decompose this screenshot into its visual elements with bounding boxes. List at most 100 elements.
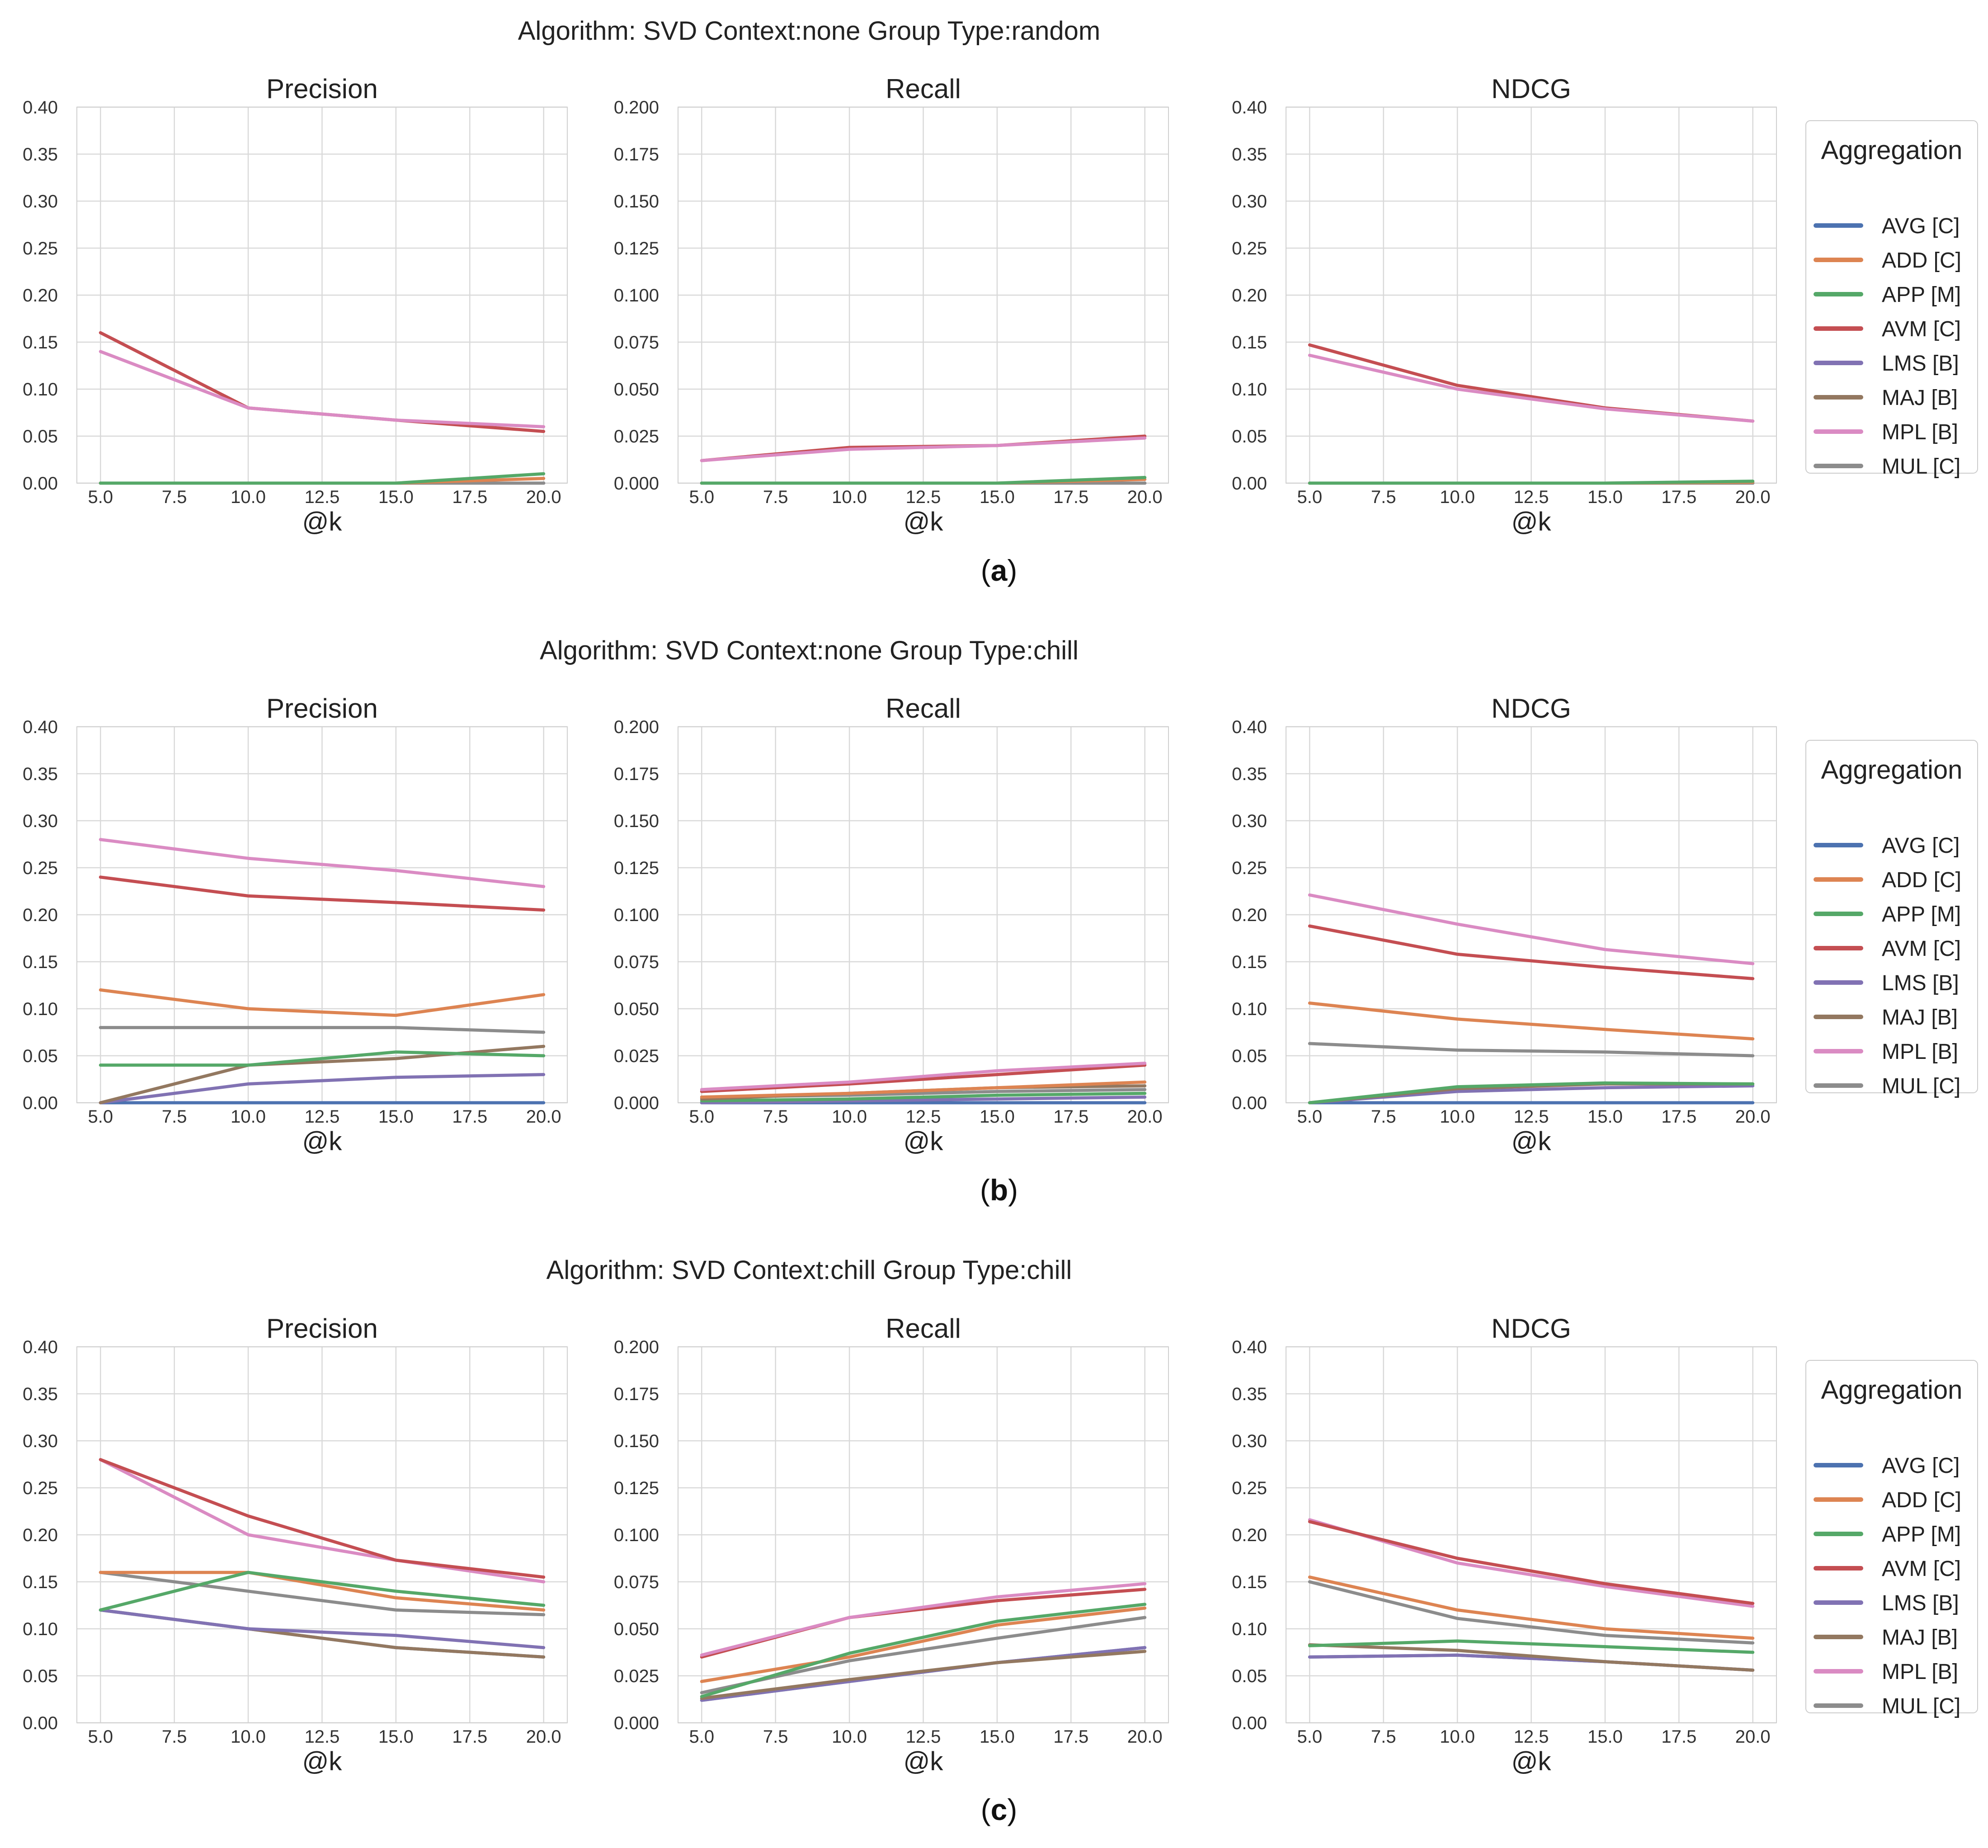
series-line-mpl-b <box>1308 353 1755 423</box>
x-tick-label: 12.5 <box>1514 1107 1549 1127</box>
x-axis-label: @k <box>904 1127 944 1156</box>
y-tick-label: 0.35 <box>23 764 58 784</box>
x-axis-label: @k <box>904 507 944 536</box>
y-tick-label: 0.05 <box>23 1046 58 1066</box>
y-tick-label: 0.125 <box>614 858 659 878</box>
subplot-title: NDCG <box>1491 693 1571 724</box>
series-line-add-c <box>1308 1575 1755 1640</box>
series-line-mul-c <box>1308 1580 1755 1645</box>
series-line-app-m <box>700 1603 1147 1698</box>
x-tick-label: 15.0 <box>1588 487 1623 507</box>
x-tick-label: 7.5 <box>763 1107 788 1127</box>
y-tick-label: 0.30 <box>1232 192 1267 212</box>
x-tick-label: 12.5 <box>1514 1727 1549 1747</box>
series-line-mul-c <box>99 1571 546 1617</box>
x-tick-label: 17.5 <box>1053 1727 1088 1747</box>
x-tick-label: 7.5 <box>162 1107 187 1127</box>
legend: Aggregation AVG [C] ADD [C] APP [M] AVM [C] L… <box>1805 120 1978 479</box>
legend-label: LMS [B] <box>1882 1591 1959 1615</box>
subplot-ndcg-row1: 5.0 7.5 10.0 12.5 15.0 17.5 20.0 0.00 0.05 0.10 0.… <box>1232 74 1777 536</box>
x-tick-label: 10.0 <box>231 1727 266 1747</box>
legend-label: MPL [B] <box>1882 420 1958 444</box>
x-tick-label: 17.5 <box>1053 1107 1088 1127</box>
x-tick-label: 7.5 <box>1371 487 1396 507</box>
y-tick-label: 0.00 <box>1232 1093 1267 1113</box>
x-tick-label: 5.0 <box>88 487 113 507</box>
x-tick-label: 17.5 <box>452 487 487 507</box>
x-tick-label: 5.0 <box>88 1727 113 1747</box>
y-tick-label: 0.15 <box>1232 333 1267 353</box>
subplot-ndcg-row3: 5.0 7.5 10.0 12.5 15.0 17.5 20.0 0.00 0.05 0.10 0.… <box>1232 1313 1777 1776</box>
y-tick-label: 0.10 <box>23 999 58 1019</box>
x-axis-label: @k <box>1512 507 1552 536</box>
legend-label: AVM [C] <box>1882 317 1961 341</box>
series-line-add-c <box>99 1571 546 1612</box>
subplot-recall-row2: 5.0 7.5 10.0 12.5 15.0 17.5 20.0 0.000 0.025 0.05… <box>614 693 1169 1156</box>
subplot-precision-row3: 5.0 7.5 10.0 12.5 15.0 17.5 20.0 0.00 0.05 0.10 0.… <box>23 1313 568 1776</box>
y-tick-label: 0.20 <box>1232 905 1267 925</box>
legend-label: AVM [C] <box>1882 937 1961 961</box>
y-tick-label: 0.10 <box>1232 999 1267 1019</box>
series-line-avm-c <box>99 875 546 912</box>
legend-label: MPL [B] <box>1882 1040 1958 1064</box>
y-tick-label: 0.175 <box>614 764 659 784</box>
x-tick-label: 17.5 <box>452 1727 487 1747</box>
x-tick-label: 15.0 <box>980 487 1015 507</box>
series-line-app-m <box>99 472 546 485</box>
series-line-avm-c <box>99 1458 546 1579</box>
x-tick-label: 10.0 <box>832 1107 867 1127</box>
series-line-maj-b <box>1308 1643 1755 1672</box>
x-tick-label: 15.0 <box>980 1107 1015 1127</box>
y-tick-label: 0.175 <box>614 145 659 165</box>
x-tick-label: 20.0 <box>1127 1107 1163 1127</box>
x-axis-label: @k <box>302 507 343 536</box>
y-tick-label: 0.000 <box>614 1093 659 1113</box>
legend-label: APP [M] <box>1882 283 1961 307</box>
x-tick-label: 20.0 <box>1735 1727 1771 1747</box>
y-tick-label: 0.30 <box>23 811 58 831</box>
x-tick-label: 12.5 <box>305 487 340 507</box>
y-tick-label: 0.00 <box>1232 1713 1267 1733</box>
y-tick-label: 0.125 <box>614 1478 659 1498</box>
x-tick-label: 5.0 <box>1297 1107 1322 1127</box>
x-tick-label: 17.5 <box>1661 487 1696 507</box>
x-tick-label: 7.5 <box>162 487 187 507</box>
y-tick-label: 0.150 <box>614 1431 659 1451</box>
y-tick-label: 0.05 <box>23 427 58 447</box>
series-line-mpl-b <box>700 1062 1147 1091</box>
y-tick-label: 0.40 <box>1232 98 1267 118</box>
x-tick-label: 5.0 <box>689 487 714 507</box>
x-tick-label: 10.0 <box>832 1727 867 1747</box>
y-tick-label: 0.35 <box>23 145 58 165</box>
series-line-avm-c <box>1308 1520 1755 1605</box>
y-tick-label: 0.35 <box>1232 764 1267 784</box>
y-tick-label: 0.25 <box>23 858 58 878</box>
x-tick-label: 5.0 <box>689 1107 714 1127</box>
legend-label: MUL [C] <box>1882 1074 1960 1098</box>
subplot-title: NDCG <box>1491 74 1571 104</box>
subplot-title: Precision <box>266 693 378 724</box>
y-tick-label: 0.025 <box>614 1666 659 1686</box>
y-tick-label: 0.35 <box>1232 145 1267 165</box>
legend-label: LMS [B] <box>1882 352 1959 376</box>
subplot-title: Precision <box>266 1313 378 1344</box>
series-line-mpl-b <box>1308 893 1755 965</box>
series-line-app-m <box>99 1571 546 1612</box>
y-tick-label: 0.150 <box>614 192 659 212</box>
x-tick-label: 20.0 <box>1127 1727 1163 1747</box>
y-tick-label: 0.20 <box>23 905 58 925</box>
x-axis-label: @k <box>302 1747 343 1776</box>
x-tick-label: 7.5 <box>763 487 788 507</box>
x-tick-label: 15.0 <box>378 487 414 507</box>
y-tick-label: 0.40 <box>23 1337 58 1357</box>
legend-label: MUL [C] <box>1882 455 1960 479</box>
legend-label: ADD [C] <box>1882 249 1961 273</box>
x-tick-label: 17.5 <box>1053 487 1088 507</box>
legend-label: ADD [C] <box>1882 1488 1961 1512</box>
legend-title: Aggregation <box>1821 755 1963 785</box>
row-title: Algorithm: SVD Context:chill Group Type:… <box>546 1256 1072 1285</box>
x-axis-label: @k <box>302 1127 343 1156</box>
series-line-app-m <box>700 1091 1147 1103</box>
x-tick-label: 10.0 <box>1440 1107 1475 1127</box>
x-tick-label: 10.0 <box>832 487 867 507</box>
